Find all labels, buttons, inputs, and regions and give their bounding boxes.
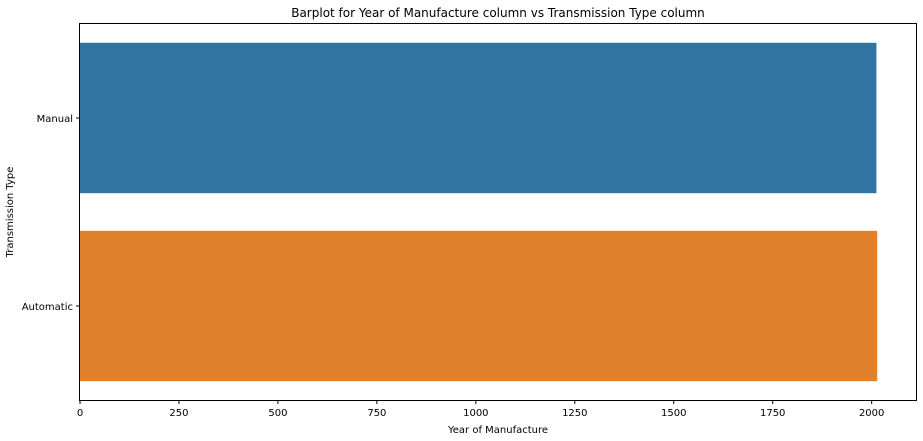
plot-frame: [79, 23, 917, 401]
x-axis-label: Year of Manufacture: [447, 425, 548, 436]
x-tick-label: 500: [268, 408, 287, 419]
x-tick-label: 1750: [760, 408, 785, 419]
y-axis-ticks: Manual Automatic: [22, 114, 80, 313]
bars-group: [80, 42, 878, 382]
x-axis-ticks: 0 250 500 750 1000 1250 1500 1750 2000: [77, 400, 884, 419]
y-axis-label: Transmission Type: [5, 167, 16, 259]
x-tick-label: 0: [77, 408, 83, 419]
x-tick-label: 2000: [859, 408, 884, 419]
x-tick-label: 250: [169, 408, 188, 419]
bar-automatic: [80, 230, 878, 382]
x-tick-label: 750: [367, 408, 386, 419]
chart-title: Barplot for Year of Manufacture column v…: [291, 6, 705, 20]
y-tick-label: Automatic: [22, 302, 73, 313]
x-tick-label: 1250: [562, 408, 587, 419]
x-tick-label: 1500: [661, 408, 686, 419]
y-tick-label: Manual: [37, 114, 73, 125]
x-tick-label: 1000: [463, 408, 488, 419]
bar-manual: [80, 42, 877, 194]
